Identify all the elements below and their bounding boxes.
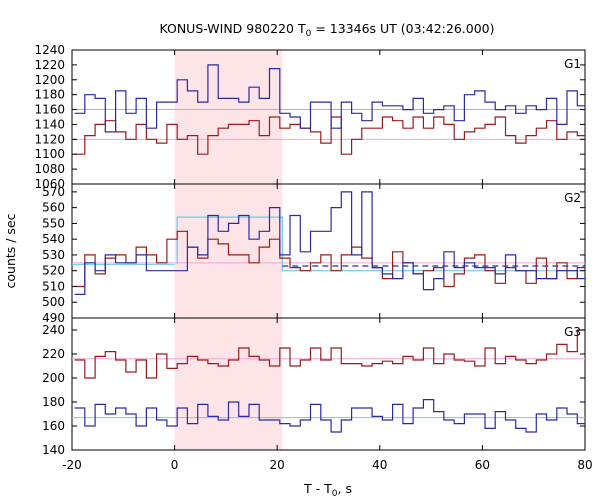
panel-frames <box>71 49 586 451</box>
y-tick-label: 220 <box>42 347 65 361</box>
y-axis-label: counts / sec <box>3 213 18 288</box>
y-tick-label: 1240 <box>34 43 65 57</box>
y-tick-label: 1060 <box>34 177 65 191</box>
y-tick-label: 520 <box>42 264 65 278</box>
y-tick-label: 1220 <box>34 58 65 72</box>
y-tick-label: 540 <box>42 232 65 246</box>
panel-G2-series <box>72 191 585 295</box>
y-tick-label: 1100 <box>34 147 65 161</box>
x-axis-label: T - T0, s <box>303 481 352 499</box>
y-tick-label: 490 <box>42 311 65 325</box>
blue-histogram <box>74 399 585 433</box>
data-series <box>72 64 585 433</box>
chart-title: KONUS-WIND 980220 T0 = 13346s UT (03:42:… <box>159 21 494 39</box>
y-tick-label: 1080 <box>34 162 65 176</box>
y-tick-label: 530 <box>42 248 65 262</box>
panel-frame-G2 <box>71 183 586 319</box>
y-tick-label: 1120 <box>34 132 65 146</box>
red-histogram <box>74 230 585 288</box>
panel-G3-series <box>72 329 585 433</box>
panel-G1-series <box>72 64 585 155</box>
y-tick-label: 570 <box>42 185 65 199</box>
y-tick-label: 550 <box>42 216 65 230</box>
y-tick-label: 510 <box>42 279 65 293</box>
panel-label: G1 <box>564 57 581 71</box>
y-tick-label: 200 <box>42 371 65 385</box>
x-tick-label: 20 <box>270 458 285 472</box>
panel-frame-G3 <box>71 317 586 451</box>
y-tick-label: 140 <box>42 443 65 457</box>
panel-label: G2 <box>564 191 581 205</box>
axes: 1060108011001120114011601180120012201240… <box>34 43 592 472</box>
y-tick-label: 1200 <box>34 73 65 87</box>
panel-frame-G1 <box>71 49 586 185</box>
red-histogram <box>74 116 585 155</box>
x-tick-label: -20 <box>62 458 82 472</box>
y-tick-label: 1160 <box>34 103 65 117</box>
blue-histogram <box>74 191 585 295</box>
y-tick-label: 1180 <box>34 88 65 102</box>
x-tick-label: 40 <box>372 458 387 472</box>
y-tick-label: 1140 <box>34 117 65 131</box>
x-tick-label: 60 <box>475 458 490 472</box>
blue-histogram <box>74 64 585 133</box>
panel-label: G3 <box>564 325 581 339</box>
y-tick-label: 240 <box>42 323 65 337</box>
y-tick-label: 180 <box>42 395 65 409</box>
x-tick-label: 0 <box>171 458 179 472</box>
red-histogram <box>74 329 585 379</box>
y-tick-label: 500 <box>42 295 65 309</box>
y-tick-label: 560 <box>42 201 65 215</box>
y-tick-label: 160 <box>42 419 65 433</box>
x-tick-label: 80 <box>577 458 592 472</box>
